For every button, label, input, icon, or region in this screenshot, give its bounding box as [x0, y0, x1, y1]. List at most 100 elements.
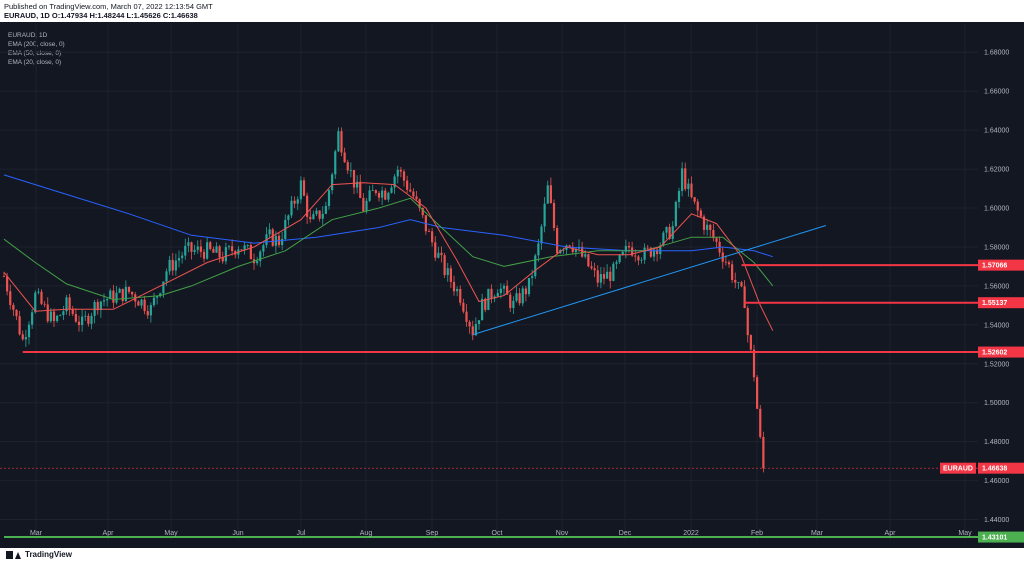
- candle-body-31: [99, 301, 102, 311]
- candle-body-149: [468, 321, 471, 327]
- candle-body-170: [534, 255, 537, 277]
- candle-body-44: [140, 299, 143, 306]
- y-tick-label-11: 1.46000: [984, 478, 1009, 485]
- candle-body-95: [299, 180, 302, 200]
- candle-body-22: [71, 309, 74, 315]
- candle-body-115: [362, 198, 365, 212]
- candle-body-200: [627, 245, 631, 248]
- candle-body-140: [440, 252, 443, 256]
- legend-ema50[interactable]: EMA (50, close, 0): [8, 50, 62, 57]
- tradingview-brand[interactable]: TradingView: [6, 550, 72, 559]
- candle-body-116: [365, 200, 368, 212]
- candle-body-238: [746, 308, 749, 336]
- candle-body-76: [240, 249, 243, 251]
- candle-body-191: [599, 274, 602, 283]
- candle-body-98: [309, 216, 312, 220]
- level-label-0: 1.57066: [982, 263, 1007, 270]
- candle-body-14: [46, 304, 49, 322]
- candle-body-38: [121, 288, 124, 302]
- candle-body-159: [499, 288, 502, 294]
- grid: [0, 24, 978, 540]
- candle-body-168: [527, 278, 531, 295]
- candle-body-171: [537, 243, 540, 256]
- candle-body-43: [137, 301, 140, 306]
- legend-ema20[interactable]: EMA (20, close, 0): [8, 59, 62, 66]
- candle-body-208: [652, 249, 656, 257]
- candle-body-53: [168, 259, 171, 272]
- candle-body-154: [484, 298, 487, 310]
- candle-body-35: [112, 290, 115, 303]
- candle-body-209: [656, 249, 659, 255]
- candle-body-114: [359, 181, 362, 199]
- y-tick-label-3: 1.62000: [984, 167, 1009, 174]
- candle-body-137: [431, 231, 434, 243]
- candle-body-49: [156, 296, 159, 298]
- publish-header: Published on TradingView.com, March 07, …: [0, 0, 1024, 22]
- candle-body-81: [256, 261, 259, 264]
- candle-body-72: [227, 246, 231, 248]
- candle-body-219: [687, 183, 690, 190]
- last-price-label: 1.46638: [982, 466, 1007, 473]
- candle-body-202: [634, 255, 637, 257]
- horizontal-levels[interactable]: 1.57066 1.55137 1.52602 1.43101 EURAUD 1.4663…: [0, 259, 1024, 543]
- candle-body-130: [409, 189, 412, 192]
- legend-symbol[interactable]: EURAUD, 1D: [8, 32, 48, 39]
- brand-label: TradingView: [25, 550, 72, 559]
- candle-body-216: [677, 190, 681, 202]
- x-tick-label-9: Dec: [619, 530, 632, 537]
- candle-body-102: [321, 213, 324, 219]
- y-tick-label-6: 1.56000: [984, 283, 1009, 290]
- candle-body-193: [606, 271, 609, 279]
- candle-body-204: [640, 259, 643, 261]
- candle-body-189: [593, 268, 596, 271]
- candle-body-25: [81, 316, 84, 325]
- x-tick-label-4: Jul: [297, 530, 306, 537]
- candle-body-139: [437, 252, 440, 258]
- candle-body-148: [465, 311, 468, 322]
- price-axis[interactable]: 1.68000 1.66000 1.64000 1.62000 1.60000 1.580…: [984, 50, 1009, 524]
- candle-body-206: [646, 247, 649, 249]
- candle-body-195: [612, 263, 615, 281]
- candle-body-146: [459, 288, 462, 303]
- candle-body-18: [59, 314, 62, 316]
- candle-body-110: [346, 162, 349, 171]
- candle-body-105: [331, 174, 334, 191]
- candle-body-61: [193, 249, 196, 252]
- candle-body-197: [618, 254, 621, 263]
- candle-body-151: [474, 324, 477, 336]
- level-label-3: 1.43101: [982, 535, 1007, 542]
- level-tag-1: [978, 297, 1024, 309]
- candle-body-48: [152, 297, 156, 306]
- candle-body-37: [118, 288, 121, 293]
- candle-body-123: [387, 192, 390, 200]
- candle-body-218: [684, 168, 687, 190]
- candle-body-26: [84, 315, 87, 317]
- candle-body-236: [740, 282, 743, 287]
- candle-body-45: [143, 299, 146, 312]
- candle-body-34: [109, 290, 112, 300]
- candle-body-23: [74, 314, 77, 322]
- candle-body-183: [574, 248, 577, 253]
- candle-body-141: [443, 255, 446, 276]
- candle-body-185: [581, 246, 584, 257]
- candle-body-121: [381, 190, 384, 198]
- y-tick-label-7: 1.54000: [984, 322, 1009, 329]
- ema200-line: [3, 174, 773, 258]
- candle-body-62: [196, 246, 199, 250]
- candle-body-120: [377, 192, 381, 198]
- candle-body-59: [187, 242, 190, 246]
- x-tick-label-12: Mar: [811, 530, 824, 537]
- time-axis[interactable]: Mar Apr May Jun Jul Aug Sep Oct Nov Dec 2022 Feb Mar…: [30, 530, 972, 537]
- candle-body-79: [249, 245, 252, 260]
- candle-body-174: [546, 185, 549, 204]
- level-tag-0: [978, 259, 1024, 271]
- candle-body-221: [693, 197, 696, 202]
- level-tag-2: [978, 346, 1024, 358]
- candle-body-24: [77, 321, 81, 325]
- candle-body-107: [337, 131, 340, 152]
- candle-body-207: [649, 247, 652, 257]
- x-tick-label-5: Aug: [360, 530, 373, 537]
- candle-body-125: [393, 176, 396, 188]
- candle-body-117: [368, 190, 371, 201]
